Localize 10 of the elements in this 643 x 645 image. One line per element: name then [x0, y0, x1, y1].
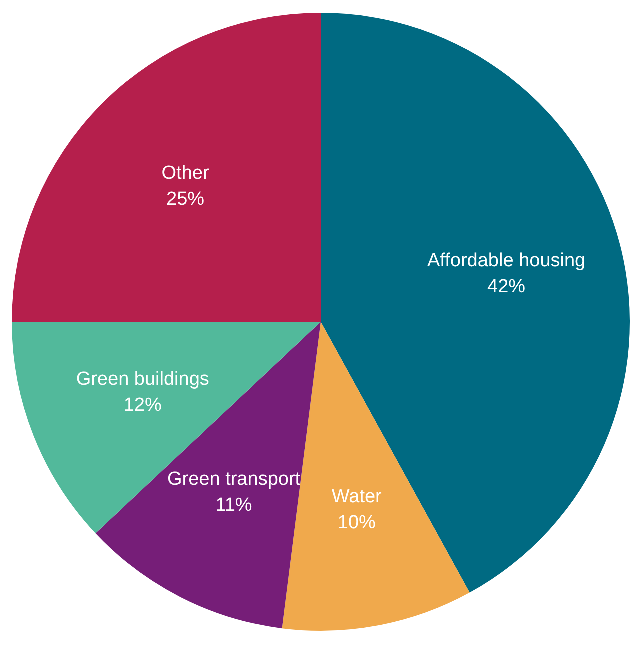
data-label: 10% — [338, 512, 376, 534]
data-label: 11% — [216, 494, 252, 516]
slice-label: Green transport — [167, 468, 302, 490]
slice-label: Water — [332, 486, 383, 508]
data-label: 25% — [166, 188, 205, 210]
slice-label: Green buildings — [76, 368, 210, 390]
slice-label: Other — [162, 162, 210, 184]
data-label: 42% — [488, 276, 526, 298]
data-label: 12% — [124, 394, 162, 416]
slice-label: Affordable housing — [428, 250, 586, 272]
